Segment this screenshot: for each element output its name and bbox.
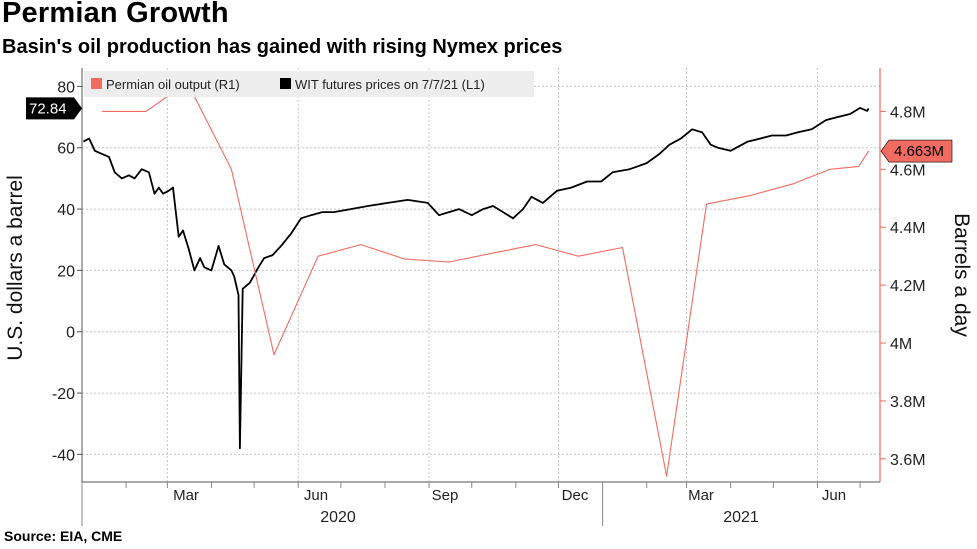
right-tick-label: 4.4M	[890, 220, 926, 237]
left-tick-label: -20	[52, 386, 75, 403]
right-tick-label: 3.6M	[890, 452, 926, 469]
right-tick-label: 4.2M	[890, 278, 926, 295]
legend-background	[84, 71, 534, 97]
tick-labels: 80 60 40 20 0 -20 -40 4.8M 4.6M 4.4M 4.2M 4M 3.8M 3.6…	[52, 79, 926, 468]
left-axis-title: U.S. dollars a barrel	[4, 175, 27, 361]
axes	[77, 68, 886, 526]
permian-output-line	[101, 81, 870, 477]
x-tick-label: Sep	[432, 487, 459, 504]
source-note: Source: EIA, CME	[4, 528, 123, 544]
data-lines	[82, 81, 870, 477]
x-month-labels: Mar Jun Sep Dec Mar Jun	[173, 487, 846, 504]
wti-badge-value: 72.84	[29, 100, 67, 117]
right-tick-label: 4M	[890, 336, 912, 353]
year-label: 2020	[320, 509, 356, 526]
permian-badge-value: 4.663M	[894, 143, 944, 160]
left-tick-label: 20	[57, 263, 75, 280]
left-tick-label: 80	[57, 79, 75, 96]
legend-swatch-permian	[91, 78, 102, 89]
page-subtitle: Basin's oil production has gained with r…	[2, 36, 563, 58]
page-title: Permian Growth	[2, 0, 229, 29]
year-label: 2021	[723, 509, 759, 526]
right-axis-title: Barrels a day	[950, 213, 973, 337]
x-year-labels: 2020 2021	[320, 509, 759, 526]
left-tick-label: 60	[57, 141, 75, 158]
left-tick-label: 40	[57, 202, 75, 219]
permian-badge-shape	[880, 139, 953, 163]
permian-last-value-badge: 4.663M	[880, 139, 953, 163]
legend-label-wti: WIT futures prices on 7/7/21 (L1)	[295, 77, 485, 92]
wti-last-value-badge: 72.84	[26, 97, 82, 120]
x-tick-label: Jun	[822, 487, 846, 504]
right-tick-label: 4.6M	[890, 162, 926, 179]
x-tick-label: Mar	[173, 487, 199, 504]
legend: Permian oil output (R1) WIT futures pric…	[84, 71, 534, 97]
wti-price-line	[82, 107, 870, 450]
right-tick-label: 4.8M	[890, 104, 926, 121]
left-tick-label: -40	[52, 447, 75, 464]
wti-badge-shape	[26, 97, 82, 120]
legend-label-permian: Permian oil output (R1)	[106, 77, 240, 92]
left-tick-label: 0	[66, 325, 75, 342]
grid	[82, 68, 880, 482]
x-tick-label: Dec	[562, 487, 589, 504]
x-tick-label: Mar	[688, 487, 714, 504]
x-tick-label: Jun	[304, 487, 328, 504]
right-tick-label: 3.8M	[890, 394, 926, 411]
legend-swatch-wti	[280, 78, 291, 89]
